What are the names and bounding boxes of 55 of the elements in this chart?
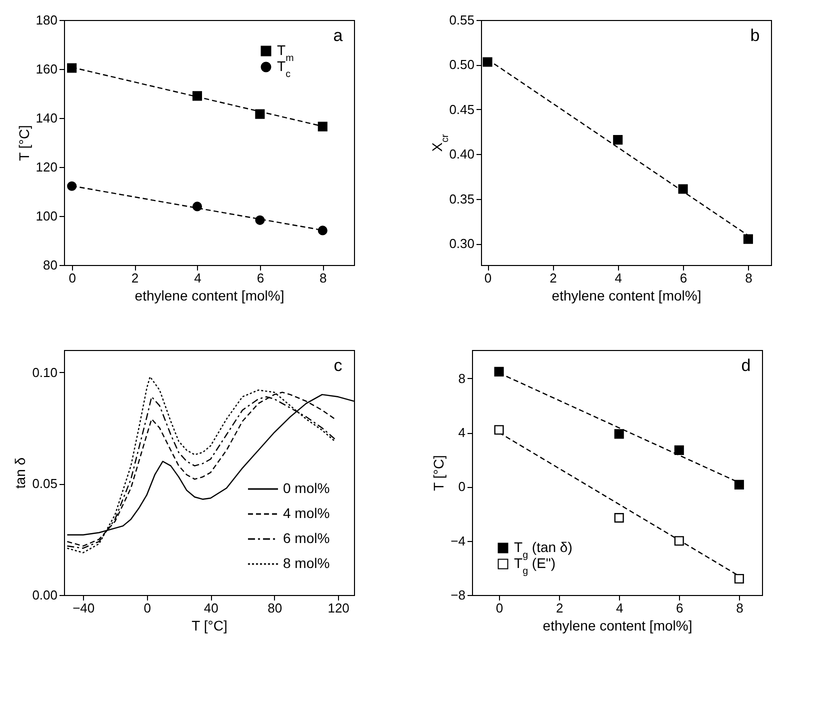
- y-axis-title: T [°C]: [16, 125, 32, 161]
- annotation: c: [334, 356, 343, 375]
- x-tick-label: 2: [550, 270, 557, 286]
- x-tick-label: 0: [144, 600, 151, 616]
- y-tick-label: 0.40: [449, 146, 474, 162]
- x-tick-label: 120: [328, 600, 350, 616]
- legend-label: 0 mol%: [283, 480, 330, 496]
- x-tick-label: 2: [556, 600, 564, 616]
- y-tick-label: 0.45: [449, 102, 474, 117]
- x-tick-label: 6: [680, 270, 688, 286]
- x-tick-label: 0: [496, 600, 504, 616]
- x-tick-label: 4: [194, 270, 202, 286]
- y-tick-label: 0: [458, 479, 466, 494]
- y-tick-label: 0.35: [449, 191, 474, 206]
- x-tick-label: 4: [614, 270, 622, 286]
- y-tick-label: 160: [36, 62, 58, 76]
- x-axis-title: ethylene content [mol%]: [134, 288, 284, 304]
- y-tick-label: −4: [450, 533, 466, 548]
- y-tick-label: 0.00: [32, 588, 58, 602]
- x-tick-label: 6: [676, 600, 684, 616]
- x-tick-label: 40: [204, 600, 218, 616]
- annotation: a: [333, 26, 344, 45]
- y-tick-label: 0.10: [32, 364, 58, 380]
- x-axis-title: ethylene content [mol%]: [552, 288, 702, 304]
- x-axis-title: T [°C]: [192, 618, 228, 634]
- legend-label: 6 mol%: [283, 530, 330, 546]
- x-axis-title: ethylene content [mol%]: [542, 618, 692, 634]
- x-tick-label: 2: [131, 270, 139, 286]
- x-tick-label: 0: [68, 270, 76, 286]
- y-tick-label: 80: [43, 258, 58, 272]
- y-tick-label: 8: [458, 370, 466, 386]
- y-tick-label: −8: [450, 588, 466, 602]
- y-tick-label: 180: [36, 12, 58, 28]
- y-axis-title: tan δ: [12, 457, 28, 489]
- x-tick-label: 4: [616, 600, 624, 616]
- y-tick-label: 4: [458, 425, 466, 440]
- y-tick-label: 0.05: [32, 476, 58, 492]
- x-tick-label: 8: [736, 600, 744, 616]
- y-tick-label: 140: [36, 110, 58, 126]
- x-tick-label: 6: [256, 270, 264, 286]
- y-tick-label: 100: [36, 208, 58, 224]
- x-tick-label: 80: [268, 600, 282, 616]
- y-axis-title: T [°C]: [430, 455, 447, 491]
- x-tick-label: 8: [320, 270, 327, 286]
- legend-label: 4 mol%: [283, 505, 330, 521]
- y-tick-label: 120: [36, 160, 58, 174]
- x-tick-label: 8: [745, 270, 752, 286]
- x-tick-label: −40: [72, 600, 95, 616]
- y-tick-label: 0.55: [449, 12, 474, 28]
- y-tick-label: 0.30: [449, 236, 474, 252]
- annotation: b: [750, 26, 760, 45]
- annotation: d: [741, 356, 751, 375]
- x-tick-label: 0: [484, 270, 492, 286]
- legend-label: 8 mol%: [283, 555, 330, 571]
- y-tick-label: 0.50: [449, 57, 474, 72]
